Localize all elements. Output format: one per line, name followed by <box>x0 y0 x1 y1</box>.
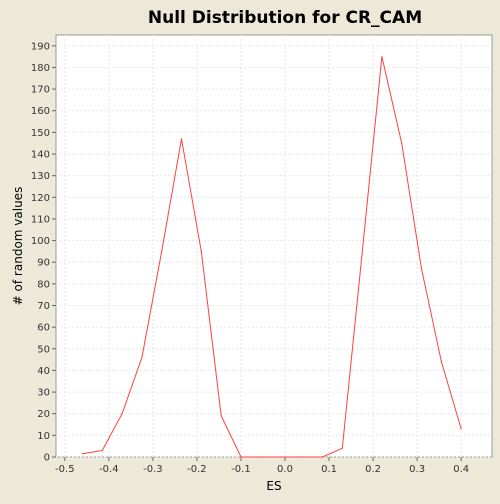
data-point <box>341 447 343 449</box>
y-tick-label: 190 <box>31 41 50 52</box>
x-tick-label: 0.4 <box>453 464 469 475</box>
data-point <box>180 138 183 140</box>
y-tick-label: 160 <box>31 106 50 117</box>
axes: -0.5 -0.4 -0.3 -0.2 -0.1 0.0 0.1 0.2 0.3 0.4 0 10 20… <box>31 41 469 475</box>
data-point <box>121 413 123 415</box>
data-point <box>299 456 302 458</box>
y-tick-label: 110 <box>31 214 50 225</box>
x-tick-label: 0.3 <box>409 464 425 475</box>
y-tick-label: 90 <box>37 258 50 269</box>
plot-area <box>55 34 493 458</box>
x-tick-label: -0.1 <box>231 464 251 475</box>
x-tick-label: -0.5 <box>55 464 75 475</box>
y-tick-label: 30 <box>37 388 50 399</box>
data-point <box>460 428 462 430</box>
x-tick-label: 0.1 <box>321 464 337 475</box>
y-tick-label: 170 <box>31 85 50 96</box>
data-point <box>420 268 423 270</box>
y-tick-label: 180 <box>31 63 50 74</box>
data-point <box>200 250 202 253</box>
y-axis-label: # of random values <box>11 187 25 306</box>
data-point <box>101 449 103 452</box>
y-tick-label: 20 <box>37 409 50 420</box>
series-layer <box>81 56 462 458</box>
data-point <box>220 415 222 417</box>
y-tick-label: 0 <box>44 453 50 464</box>
y-tick-label: 130 <box>31 171 50 182</box>
x-tick-label: -0.2 <box>187 464 207 475</box>
y-tick-label: 140 <box>31 150 50 161</box>
series-line <box>82 56 462 458</box>
y-tick-label: 120 <box>31 193 50 204</box>
grid <box>56 35 492 458</box>
data-point <box>161 250 163 253</box>
x-tick-label: 0.2 <box>365 464 381 475</box>
data-point <box>240 456 242 458</box>
y-tick-label: 10 <box>37 431 50 442</box>
y-tick-label: 100 <box>31 236 50 247</box>
data-point <box>381 56 383 58</box>
data-point <box>280 456 282 458</box>
data-point <box>260 456 262 458</box>
y-tick-label: 50 <box>37 344 50 355</box>
chart-title: Null Distribution for CR_CAM <box>148 8 422 28</box>
x-tick-label: -0.4 <box>99 464 119 475</box>
y-tick-label: 60 <box>37 323 50 334</box>
data-point <box>401 142 403 144</box>
y-tick-label: 80 <box>37 279 50 290</box>
data-point <box>321 456 324 458</box>
y-tick-label: 150 <box>31 128 50 139</box>
x-tick-label: 0.0 <box>277 464 293 475</box>
data-point <box>81 453 84 455</box>
x-tick-label: -0.3 <box>143 464 163 475</box>
data-point <box>440 361 442 363</box>
data-point <box>361 252 363 255</box>
data-point <box>141 356 143 359</box>
x-axis-label: ES <box>266 479 281 493</box>
y-tick-label: 70 <box>37 301 50 312</box>
y-tick-label: 40 <box>37 366 50 377</box>
